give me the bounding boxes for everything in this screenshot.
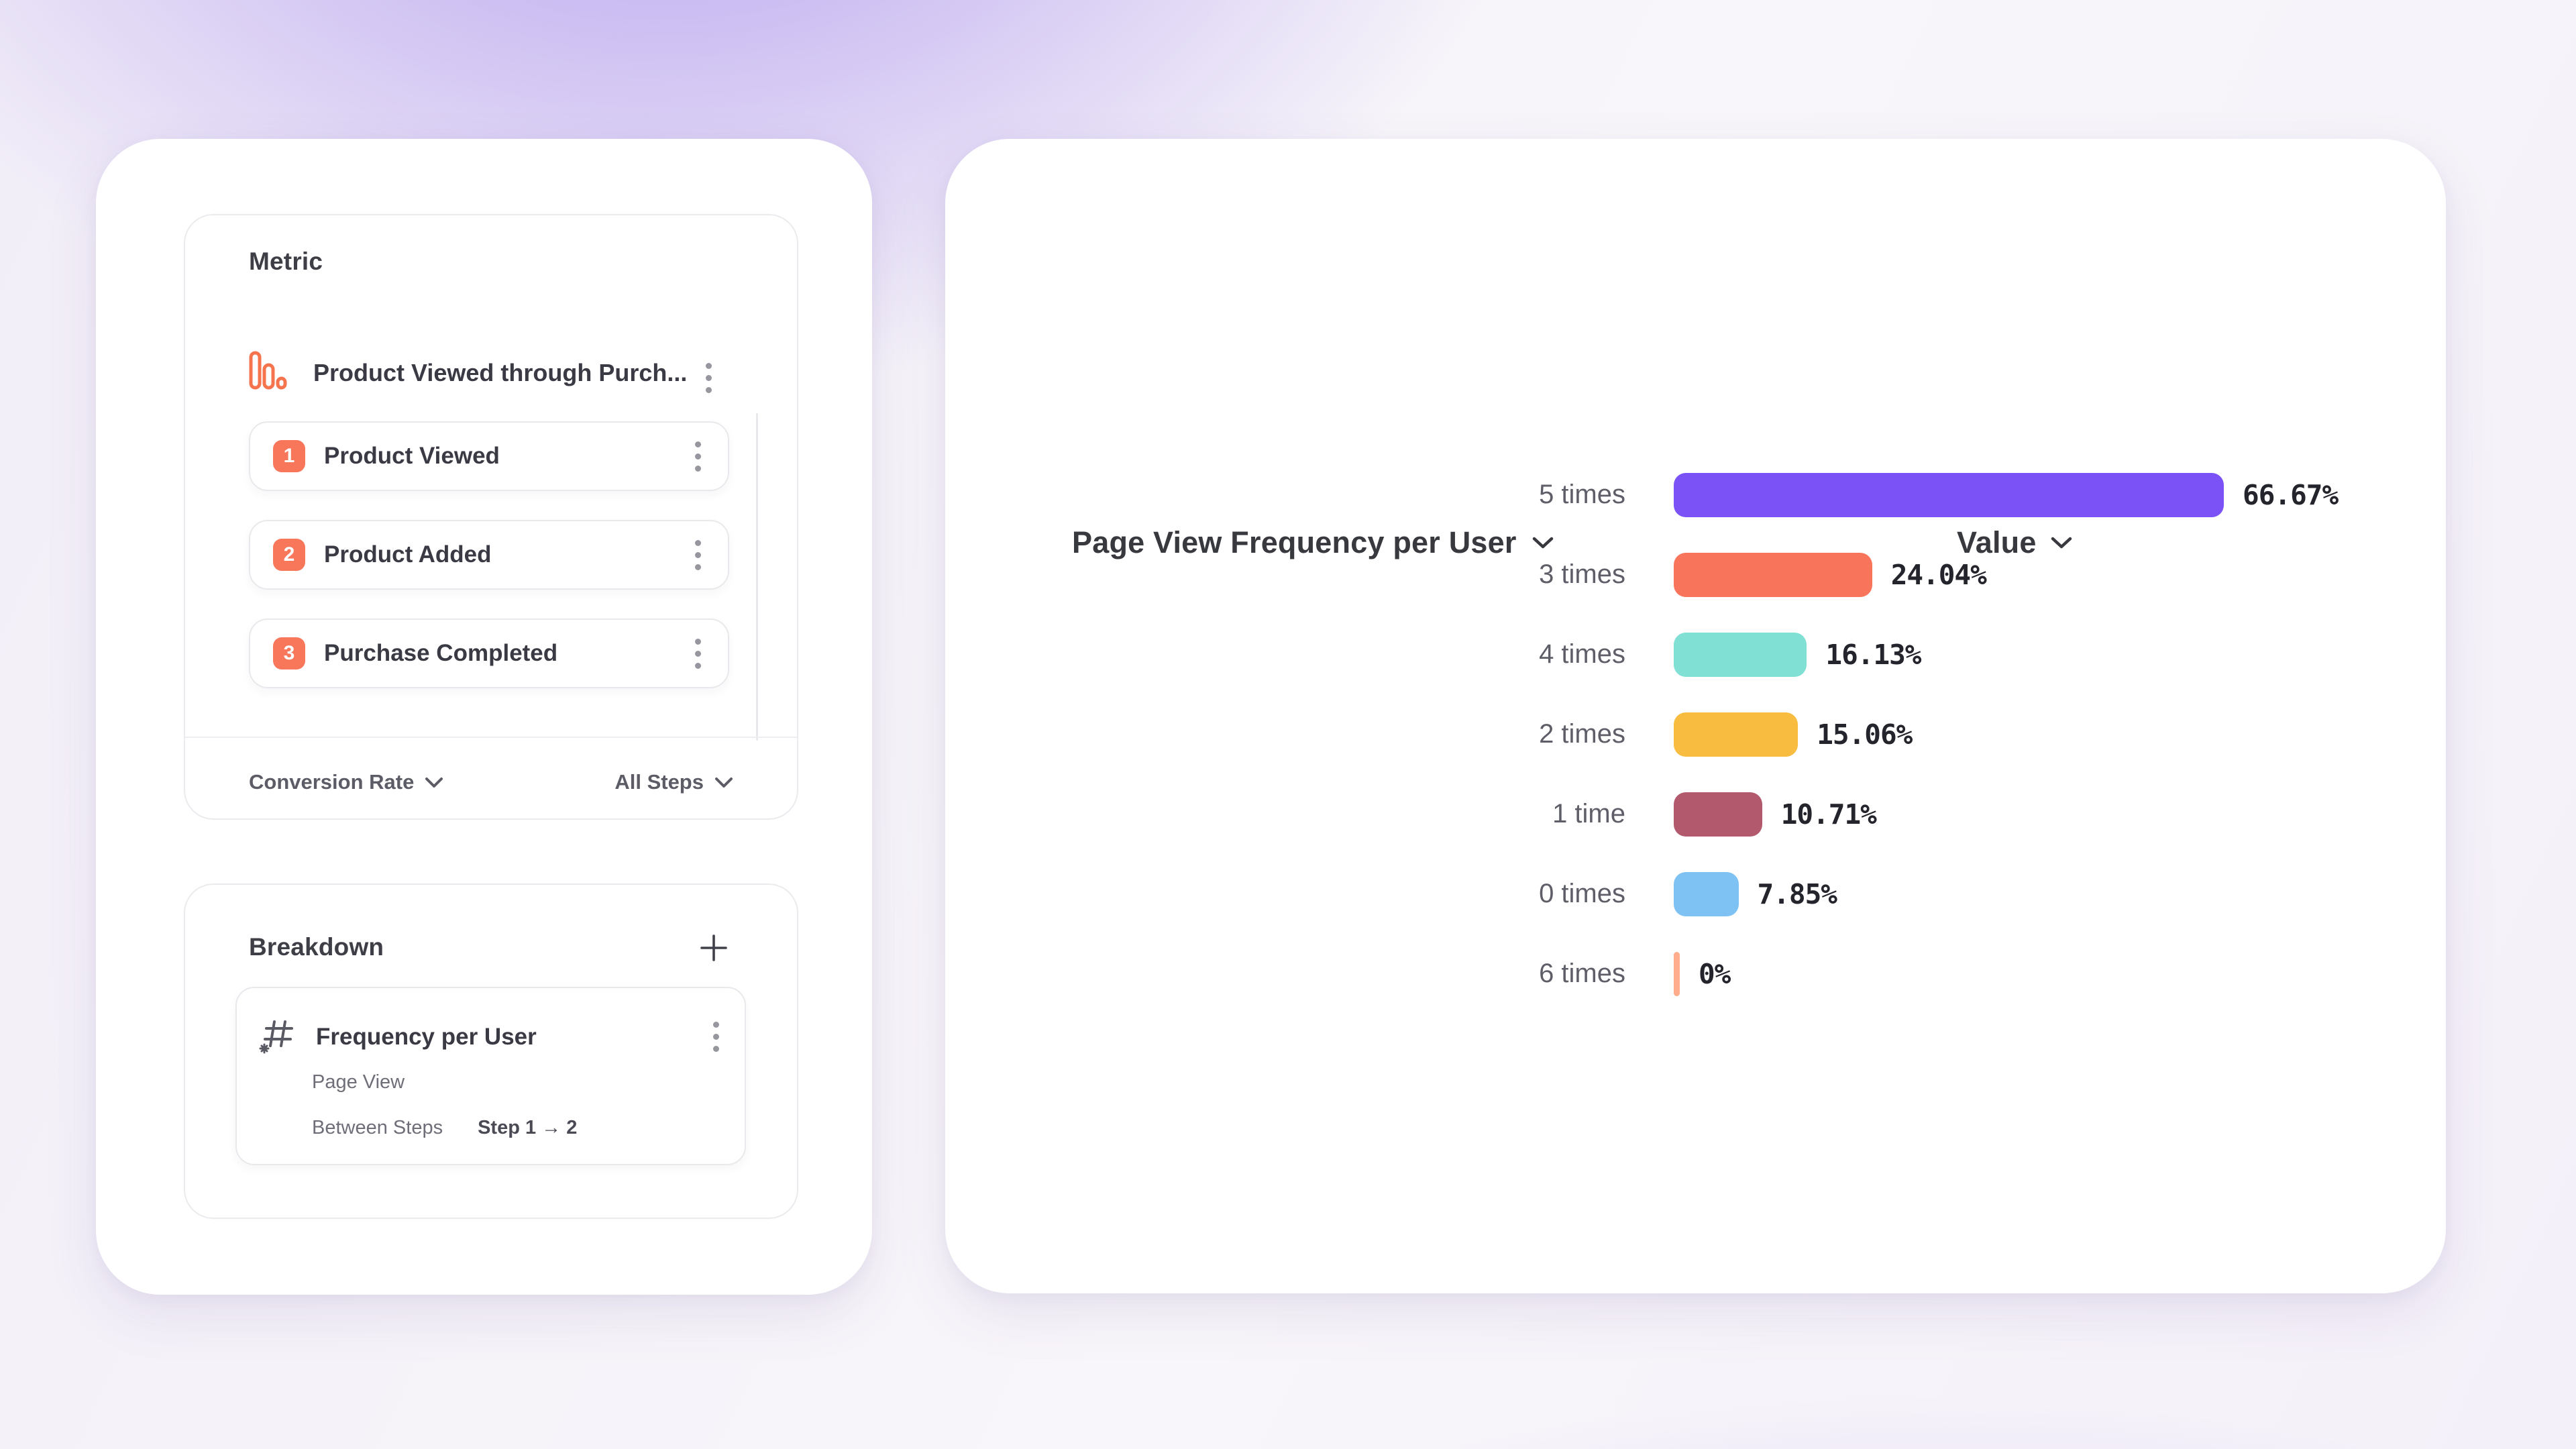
divider <box>185 737 797 738</box>
chart-bar-row: 5 times 66.67% <box>945 455 2446 535</box>
between-steps-label[interactable]: Between Steps <box>312 1117 443 1138</box>
step-number-badge: 2 <box>273 539 305 571</box>
add-breakdown-button[interactable] <box>692 926 735 969</box>
chevron-down-icon <box>715 777 733 788</box>
chart-series-label: Page View Frequency per User <box>1072 525 1517 559</box>
conversion-rate-label: Conversion Rate <box>249 770 415 794</box>
between-steps-value[interactable]: Step 1 → 2 <box>478 1117 578 1138</box>
chart-value-label: 66.67% <box>2243 478 2339 511</box>
chart-bar[interactable] <box>1674 632 1807 677</box>
chart-value-label: 16.13% <box>1825 638 1921 671</box>
breakdown-event-name: Page View <box>312 1071 405 1093</box>
numeric-property-icon <box>258 1015 296 1059</box>
funnel-step-row-2[interactable]: 2 Product Added <box>249 520 729 590</box>
chart-bar[interactable] <box>1674 472 2224 517</box>
chart-value-label: 7.85% <box>1757 877 1837 910</box>
chart-bar-row: 6 times 0% <box>945 934 2446 1014</box>
step-number-badge: 1 <box>273 440 305 472</box>
chart-bar-row: 4 times 16.13% <box>945 614 2446 694</box>
chart-bar[interactable] <box>1674 552 1872 597</box>
query-builder-panel: Metric Product Viewed through Purch... 1… <box>96 139 872 1295</box>
plus-icon <box>700 934 727 961</box>
step-event-label: Product Viewed <box>324 443 500 469</box>
all-steps-label: All Steps <box>614 770 704 794</box>
chart-value-label: 0% <box>1699 957 1731 990</box>
breakdown-property-name: Frequency per User <box>316 1023 537 1050</box>
conversion-rate-dropdown[interactable]: Conversion Rate <box>249 770 443 794</box>
chart-bar[interactable] <box>1674 712 1799 757</box>
step-event-label: Product Added <box>324 541 492 568</box>
chart-category-label: 3 times <box>1539 559 1625 589</box>
funnel-step-row-3[interactable]: 3 Purchase Completed <box>249 619 729 688</box>
chart-category-label: 4 times <box>1539 639 1625 669</box>
chart-bar-row: 2 times 15.06% <box>945 694 2446 774</box>
kebab-menu-icon[interactable] <box>688 632 708 676</box>
funnel-step-row-1[interactable]: 1 Product Viewed <box>249 421 729 491</box>
kebab-menu-icon[interactable] <box>688 533 708 577</box>
funnel-metric-name: Product Viewed through Purch... <box>313 359 688 386</box>
chart-value-label: 15.06% <box>1817 718 1913 751</box>
breakdown-section-title: Breakdown <box>249 933 384 961</box>
steps-scrollbar[interactable] <box>756 413 758 741</box>
chart-value-label: 24.04% <box>1890 558 1987 591</box>
chevron-down-icon <box>425 777 443 788</box>
chart-bar[interactable] <box>1674 792 1762 837</box>
metric-section: Metric Product Viewed through Purch... 1… <box>184 214 798 820</box>
chart-category-label: 6 times <box>1539 959 1625 988</box>
chevron-down-icon <box>2051 537 2072 549</box>
step-number-badge: 3 <box>273 637 305 669</box>
chart-bar-row: 3 times 24.04% <box>945 535 2446 614</box>
chart-bar[interactable] <box>1674 871 1739 916</box>
breakdown-item[interactable]: Frequency per User Page View Between Ste… <box>235 987 746 1165</box>
bar-chart: 5 times 66.67% 3 times 24.04% 4 times 16… <box>945 455 2446 1014</box>
chevron-down-icon <box>1532 537 1553 549</box>
kebab-menu-icon[interactable] <box>688 435 708 478</box>
chart-value-label: 10.71% <box>1780 798 1877 830</box>
chart-value-label: Value <box>1957 525 2037 559</box>
chart-category-label: 1 time <box>1552 799 1625 828</box>
chart-value-dropdown[interactable]: Value <box>1957 525 2073 560</box>
chart-category-label: 5 times <box>1539 480 1625 509</box>
kebab-menu-icon[interactable] <box>706 1015 726 1059</box>
chart-series-dropdown[interactable]: Page View Frequency per User <box>1072 525 1554 560</box>
chart-panel: Page View Frequency per User Value 5 tim… <box>945 139 2446 1293</box>
metric-section-title: Metric <box>249 248 323 275</box>
chart-category-label: 0 times <box>1539 879 1625 908</box>
chart-category-label: 2 times <box>1539 719 1625 749</box>
breakdown-section: Breakdown Frequency per User Page View B… <box>184 883 798 1219</box>
step-event-label: Purchase Completed <box>324 640 558 666</box>
funnel-metric-row[interactable]: Product Viewed through Purch... <box>249 336 736 410</box>
chart-bar[interactable] <box>1674 951 1680 996</box>
kebab-menu-icon[interactable] <box>699 356 718 400</box>
chart-bar-row: 0 times 7.85% <box>945 854 2446 934</box>
funnel-chart-icon <box>249 351 288 396</box>
all-steps-dropdown[interactable]: All Steps <box>614 770 733 794</box>
chart-bar-row: 1 time 10.71% <box>945 774 2446 854</box>
